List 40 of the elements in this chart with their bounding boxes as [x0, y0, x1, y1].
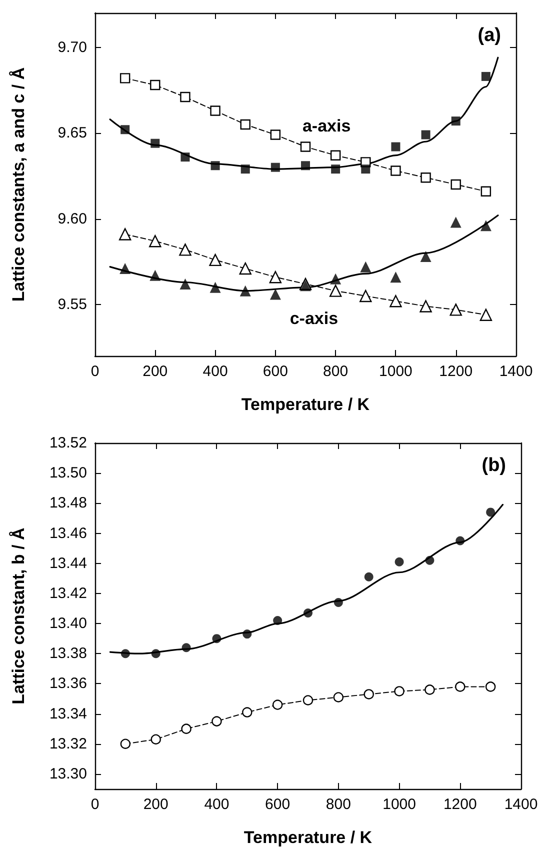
- x-tick-label: 0: [90, 796, 100, 813]
- x-tick-label: 800: [326, 796, 351, 813]
- x-axis-title: Temperature / K: [241, 395, 370, 414]
- y-tick-label: 9.65: [58, 124, 87, 142]
- y-tick-label: 13.48: [49, 494, 87, 512]
- text: (a): [478, 25, 502, 46]
- x-tick-label: 200: [143, 796, 168, 813]
- y-tick-label: 13.40: [49, 615, 87, 632]
- y-tick-label: 13.46: [49, 524, 87, 542]
- x-tick-label: 200: [142, 363, 168, 380]
- y-tick-label: 13.36: [49, 675, 87, 692]
- y-tick-label: 13.50: [49, 464, 87, 482]
- y-tick-label: 9.70: [58, 38, 87, 56]
- y-tick-label: 13.38: [49, 645, 87, 662]
- x-tick-label: 1200: [443, 796, 477, 813]
- y-tick-label: 13.32: [49, 735, 87, 752]
- y-tick-label: 13.30: [49, 765, 87, 782]
- x-tick-label: 1000: [382, 796, 416, 813]
- x-tick-label: 800: [323, 363, 348, 380]
- y-tick-label: 13.52: [49, 434, 87, 452]
- x-tick-label: 1200: [439, 363, 473, 380]
- x-axis-title: Temperature / K: [244, 828, 373, 847]
- annotation: c-axis: [290, 308, 338, 328]
- y-axis-title: Lattice constants, a and c / Å: [9, 67, 28, 302]
- y-tick-label: 13.34: [49, 705, 87, 722]
- y-tick-label: 13.42: [49, 584, 87, 602]
- x-tick-label: 600: [262, 363, 288, 380]
- x-tick-label: 400: [204, 796, 230, 813]
- x-tick-label: 1400: [504, 796, 538, 813]
- y-axis-title: Lattice constant, b / Å: [9, 528, 28, 704]
- x-tick-label: 400: [202, 363, 228, 380]
- annotation: a-axis: [302, 116, 351, 136]
- x-tick-label: 1000: [379, 363, 412, 380]
- y-tick-label: 9.55: [58, 296, 87, 314]
- y-tick-label: 13.44: [49, 554, 87, 572]
- x-tick-label: 1400: [499, 363, 533, 380]
- text: (b): [482, 455, 506, 476]
- x-tick-label: 0: [90, 363, 100, 380]
- x-tick-label: 600: [265, 796, 290, 813]
- y-tick-label: 9.60: [58, 210, 87, 228]
